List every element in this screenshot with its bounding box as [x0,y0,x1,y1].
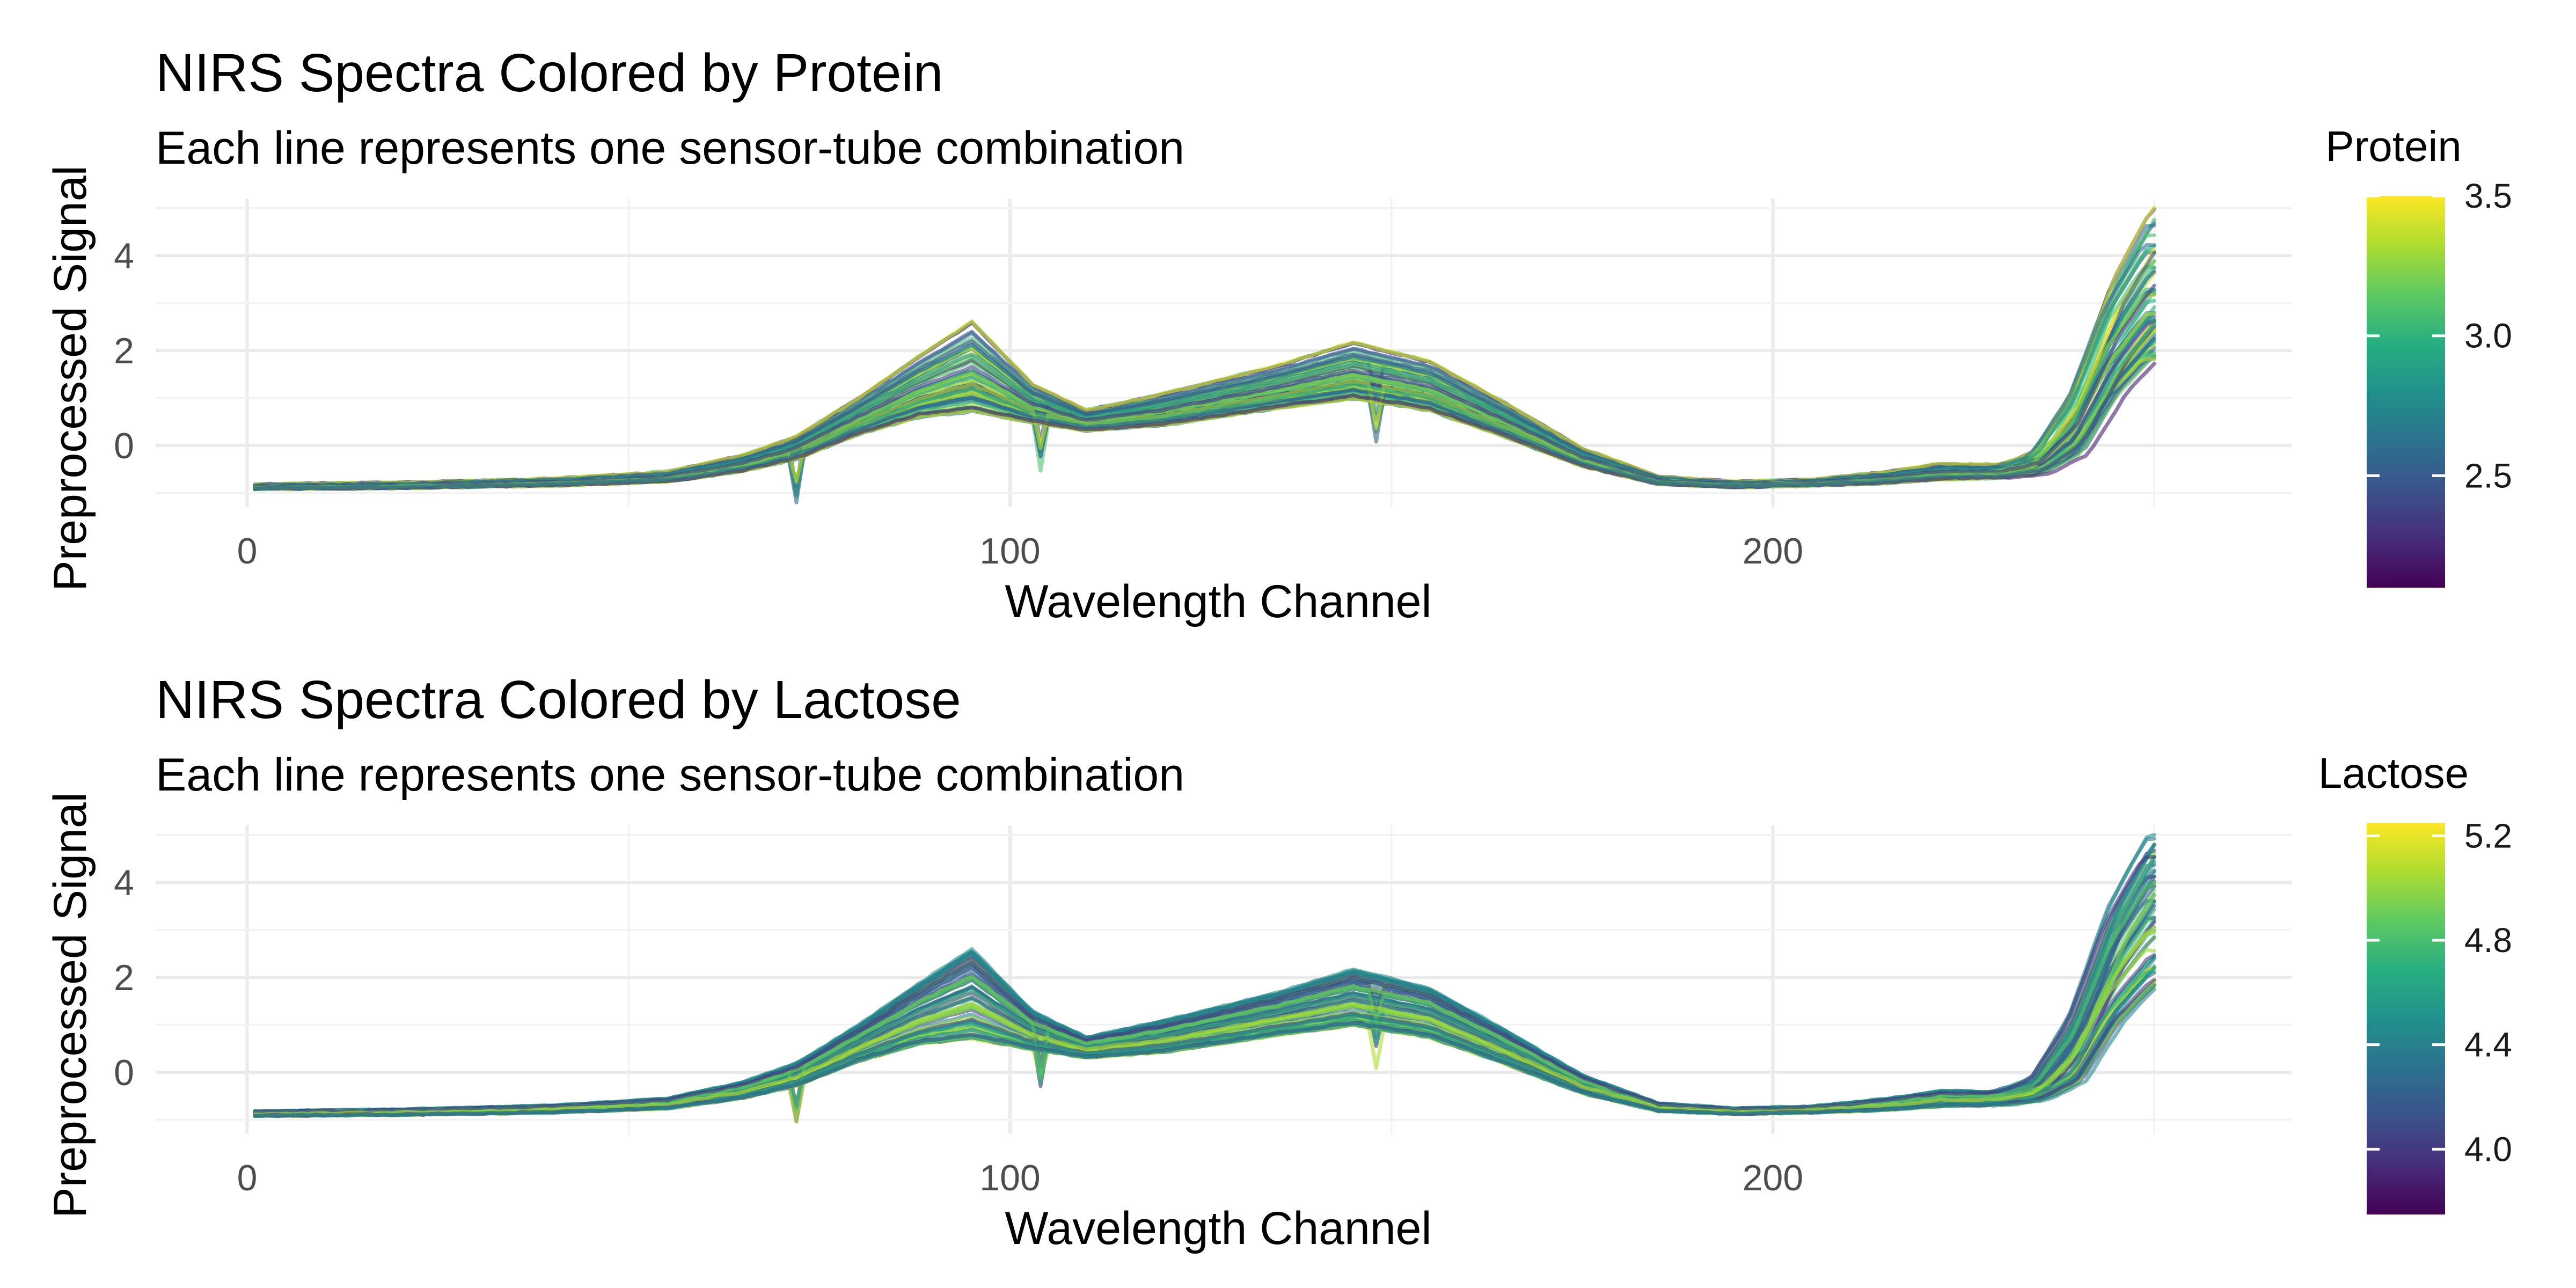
plot-area [156,825,2292,1134]
spectrum-line [253,265,2156,489]
spectrum-line [253,884,2156,1115]
x-tick-label: 0 [237,531,258,572]
legend-colorbar [2367,823,2445,1214]
chart-lactose: NIRS Spectra Colored by Lactose Each lin… [45,670,2512,1254]
x-tick-label: 0 [237,1158,258,1198]
spectrum-line [253,243,2156,488]
spectrum-line [253,978,2156,1118]
legend-tick-label: 4.8 [2464,921,2512,960]
plot-area [156,199,2292,507]
spectrum-line [253,266,2156,488]
legend-ticks: 2.5 3.0 3.5 [2367,177,2512,495]
spectrum-line [253,259,2156,488]
legend-ticks: 4.0 4.4 4.8 5.2 [2367,816,2512,1168]
spectrum-line [253,357,2156,492]
x-tick-label: 100 [979,1158,1040,1198]
spectrum-line [253,899,2156,1116]
spectrum-line [253,855,2156,1115]
spectrum-line [253,882,2156,1116]
legend: Lactose 4.0 4.4 4.8 5.2 [2318,749,2512,1214]
spectra-lines [253,206,2156,504]
spectrum-line [253,249,2156,488]
y-tick-label: 2 [114,957,134,998]
spectrum-line [253,250,2156,489]
spectrum-line [253,251,2156,488]
legend-colorbar [2367,196,2445,588]
x-tick-label: 100 [979,531,1040,572]
spectrum-line [253,833,2156,1114]
spectrum-line [253,874,2156,1115]
spectrum-line [253,248,2156,488]
x-tick-label: 200 [1743,1158,1803,1198]
x-tick-label: 200 [1743,531,1803,572]
spectrum-line [253,354,2156,491]
chart-subtitle: Each line represents one sensor-tube com… [156,749,1184,801]
spectrum-line [253,340,2156,491]
spectrum-line [253,860,2156,1114]
spectrum-line [253,983,2156,1118]
spectrum-line [253,354,2156,491]
legend: Protein 2.5 3.0 3.5 [2325,122,2512,588]
y-axis-ticks: 0 2 4 [114,862,134,1093]
spectrum-line [253,987,2156,1118]
spectra-lines [253,833,2156,1124]
spectrum-line [253,926,2156,1117]
chart-title: NIRS Spectra Colored by Lactose [156,670,961,730]
spectrum-line [253,980,2156,1118]
spectrum-line [253,207,2156,487]
y-tick-label: 0 [114,426,134,466]
spectrum-line [253,983,2156,1118]
spectrum-line [253,271,2156,489]
spectrum-line [253,875,2156,1115]
spectrum-line [253,352,2156,492]
spectrum-line [253,868,2156,1115]
spectrum-line [253,259,2156,488]
chart-subtitle: Each line represents one sensor-tube com… [156,122,1184,174]
y-axis-title: Preprocessed Signal [45,792,96,1218]
y-tick-label: 2 [114,331,134,371]
spectrum-line [253,206,2156,487]
y-tick-label: 0 [114,1052,134,1093]
x-axis-ticks: 0 100 200 [237,531,1804,572]
spectrum-line [253,870,2156,1115]
spectrum-line [253,244,2156,488]
y-axis-ticks: 0 2 4 [114,236,134,466]
x-axis-title: Wavelength Channel [1005,1203,1431,1254]
legend-tick-label: 3.0 [2464,317,2512,355]
chart-title: NIRS Spectra Colored by Protein [156,43,943,103]
spectrum-line [253,336,2156,491]
spectrum-line [253,888,2156,1115]
legend-tick-label: 3.5 [2464,177,2512,215]
legend-tick-label: 5.2 [2464,816,2512,855]
x-axis-ticks: 0 100 200 [237,1158,1804,1198]
spectrum-line [253,863,2156,1115]
spectrum-line [253,983,2156,1118]
grid [156,199,2292,507]
spectrum-line [253,355,2156,491]
x-axis-title: Wavelength Channel [1005,576,1431,627]
spectrum-line [253,855,2156,1115]
spectrum-line [253,892,2156,1115]
spectrum-line [253,884,2156,1115]
legend-title: Protein [2325,122,2461,170]
spectrum-line [253,881,2156,1115]
legend-tick-label: 4.0 [2464,1130,2512,1168]
spectrum-line [253,233,2156,488]
y-tick-label: 4 [114,236,134,276]
spectrum-line [253,879,2156,1115]
y-axis-title: Preprocessed Signal [45,165,96,591]
legend-title: Lactose [2318,749,2469,797]
spectrum-line [253,985,2156,1118]
y-tick-label: 4 [114,862,134,903]
legend-tick-label: 4.4 [2464,1026,2512,1064]
spectrum-line [253,901,2156,1116]
grid [156,825,2292,1134]
legend-tick-label: 2.5 [2464,456,2512,495]
spectrum-line [253,893,2156,1115]
spectrum-line [253,899,2156,1116]
spectrum-line [253,965,2156,1117]
spectrum-line [253,357,2156,492]
chart-protein: NIRS Spectra Colored by Protein Each lin… [45,43,2512,627]
